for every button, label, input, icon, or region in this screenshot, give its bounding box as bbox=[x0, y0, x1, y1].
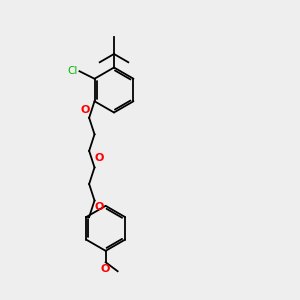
Text: O: O bbox=[80, 104, 89, 115]
Text: Cl: Cl bbox=[68, 66, 78, 76]
Text: O: O bbox=[94, 153, 104, 163]
Text: O: O bbox=[94, 202, 104, 212]
Text: O: O bbox=[101, 264, 110, 274]
